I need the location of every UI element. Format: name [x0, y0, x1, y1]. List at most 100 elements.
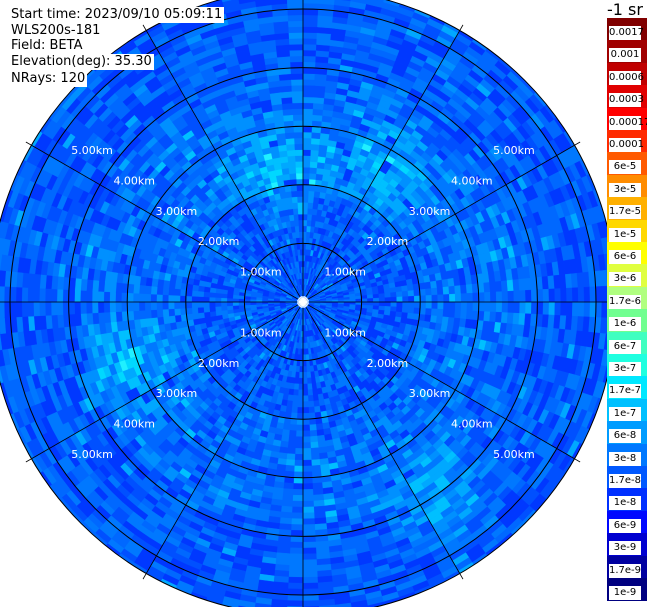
radar-gate [490, 291, 497, 303]
radar-gate [302, 407, 310, 414]
radar-gate [349, 299, 356, 303]
radar-gate [308, 184, 316, 192]
radar-gate [132, 292, 140, 303]
radar-gate [489, 281, 497, 293]
radar-gate [419, 288, 427, 297]
radar-gate [291, 400, 298, 408]
radar-gate [302, 459, 312, 467]
radar-gate [302, 143, 312, 151]
radar-gate [308, 178, 317, 186]
radar-gate [425, 288, 432, 296]
radar-gate [221, 309, 228, 316]
radar-gate [311, 388, 318, 396]
radar-gate [413, 301, 421, 309]
radar-gate [121, 301, 128, 312]
radar-gate [185, 289, 193, 297]
radar-gate [291, 406, 298, 414]
radar-gate [460, 301, 468, 311]
radar-gate [524, 313, 532, 327]
radar-gate [307, 389, 314, 396]
radar-gate [296, 412, 304, 420]
radar-gate [302, 553, 317, 561]
radar-gate [513, 290, 521, 303]
radar-gate [302, 360, 307, 367]
radar-gate [68, 301, 75, 315]
radar-gate [402, 301, 409, 308]
radar-gate [302, 395, 309, 402]
radar-gate [430, 287, 438, 296]
radar-gate [302, 208, 309, 215]
radar-gate [203, 296, 210, 303]
radar-gate [577, 287, 585, 303]
radar-gate [302, 96, 314, 104]
radar-gate [297, 389, 304, 396]
radar-gate [226, 297, 233, 303]
radar-gate [524, 277, 532, 291]
radar-gate [425, 308, 432, 316]
radar-gate [577, 301, 585, 317]
radar-gate [460, 293, 468, 303]
radar-gate [390, 296, 397, 303]
radar-gate [138, 310, 146, 320]
radar-gate [302, 14, 319, 22]
radar-gate [288, 429, 297, 437]
radar-gate [289, 547, 304, 555]
radar-gate [302, 570, 318, 578]
radar-gate [396, 306, 403, 313]
radar-gate [168, 280, 176, 289]
radar-gate [168, 294, 175, 303]
radar-gate [0, 269, 6, 287]
radar-gate [203, 301, 210, 308]
radar-gate [302, 372, 308, 379]
radar-gate [316, 434, 326, 443]
radar-gate [302, 366, 307, 373]
radar-gate [302, 494, 314, 502]
radar-gate [302, 67, 316, 74]
radar-gate [407, 307, 415, 314]
radar-gate [44, 288, 52, 303]
radar-gate [173, 301, 181, 309]
radar-gate [525, 289, 532, 303]
radar-gate [132, 301, 140, 312]
radar-gate [583, 286, 591, 303]
radar-gate [291, 518, 304, 525]
radar-gate [179, 288, 187, 297]
radar-gate [372, 293, 380, 299]
radar-gate [436, 308, 444, 317]
radar-gate [185, 307, 193, 315]
radar-gate [367, 301, 374, 306]
radar-gate [292, 395, 299, 402]
radar-gate [296, 424, 304, 432]
radar-gate [302, 237, 307, 244]
radar-gate [109, 311, 117, 323]
radar-gate [314, 79, 327, 87]
radar-gate [197, 312, 205, 319]
radar-gate [293, 477, 304, 484]
radar-gate [500, 312, 509, 324]
radar-gate [290, 535, 304, 543]
radar-gate [280, 511, 293, 519]
radar-gate [174, 308, 181, 316]
radar-gate [209, 301, 216, 308]
radar-gate [62, 289, 70, 303]
radar-gate [280, 505, 293, 513]
radar-gate [302, 8, 319, 16]
radar-gate [311, 137, 321, 145]
radar-gate [294, 453, 304, 461]
radar-gate [299, 366, 304, 373]
radar-gate [302, 489, 314, 496]
radar-gate [312, 482, 323, 490]
radar-gate [85, 290, 93, 303]
radar-gate [302, 114, 314, 121]
radar-gate [80, 290, 87, 303]
radar-gate [507, 301, 515, 314]
radar-gate [68, 289, 75, 303]
radar-gate [589, 301, 597, 318]
radar-gate [302, 448, 312, 455]
radar-gate [283, 482, 294, 490]
radar-cells [0, 0, 607, 607]
radar-gate [443, 294, 450, 303]
radar-gate [126, 292, 134, 303]
radar-gate [97, 312, 106, 324]
